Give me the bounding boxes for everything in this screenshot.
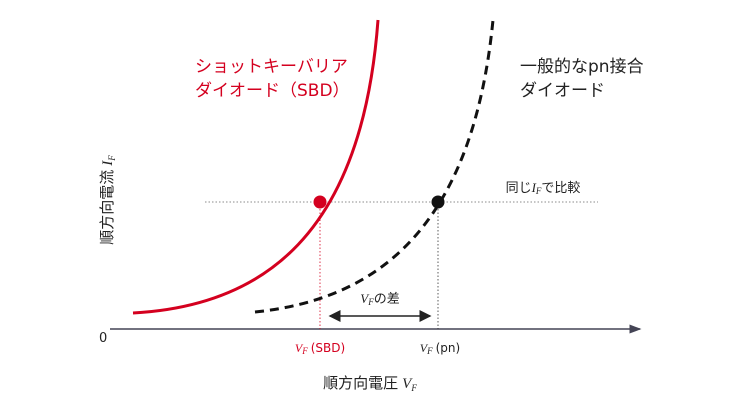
compare-label: 同じIFで比較: [506, 180, 581, 196]
label-part: F: [410, 383, 417, 393]
sbd-label: ダイオード（SBD）: [195, 81, 350, 101]
pn-label: 一般的なpn接合: [520, 57, 644, 77]
label-part: 順方向電流: [98, 170, 116, 245]
vf-pn-label: VF (pn): [420, 341, 460, 356]
label-part: V: [295, 341, 304, 355]
label-part: (pn): [436, 341, 461, 355]
pn-point: [431, 195, 445, 209]
pn-curve: [254, 19, 495, 314]
label-part: V: [402, 376, 413, 392]
label-part: F: [107, 155, 117, 162]
y-axis-label: 順方向電流 IF: [98, 155, 117, 245]
label-part: V: [360, 291, 370, 306]
sbd-label: ショットキーバリア: [195, 57, 348, 77]
label-part: (SBD): [311, 341, 345, 355]
label-part: F: [535, 186, 542, 196]
label-part: の差: [374, 292, 400, 307]
vf-diff-label: VFの差: [360, 291, 399, 307]
origin-label: 0: [99, 331, 107, 346]
pn-label: ダイオード: [520, 81, 605, 101]
x-axis-label: 順方向電圧 VF: [323, 374, 417, 393]
label-part: I: [100, 160, 116, 167]
label-part: V: [420, 341, 429, 355]
label-part: で比較: [541, 181, 580, 196]
label-part: F: [426, 346, 433, 356]
sbd-curve: [132, 19, 380, 315]
label-part: 順方向電圧: [323, 374, 398, 392]
label-part: 同じ: [506, 181, 532, 196]
label-part: F: [301, 346, 308, 356]
vf-sbd-label: VF (SBD): [295, 341, 345, 356]
sbd-point: [313, 195, 327, 209]
label-part: F: [367, 297, 374, 307]
label-part: I: [531, 180, 537, 195]
